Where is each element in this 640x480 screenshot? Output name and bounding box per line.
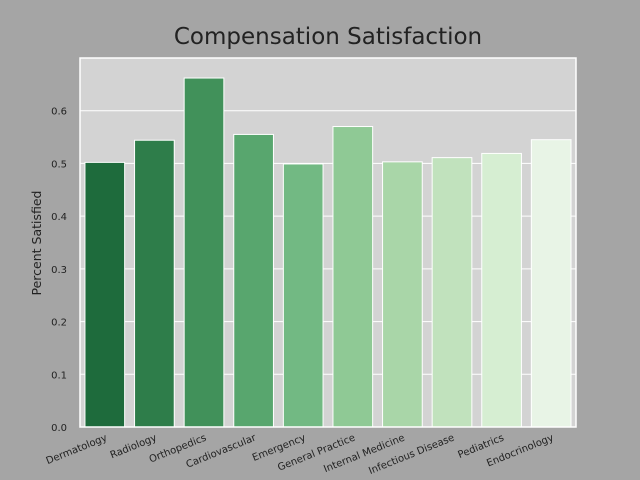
chart-title: Compensation Satisfaction [174, 24, 482, 50]
bar-internal-medicine [382, 161, 423, 428]
x-tick-label: Infectious Disease [367, 433, 456, 477]
bar-radiology [134, 139, 175, 428]
bar-emergency [282, 163, 324, 428]
bar-dermatology [84, 161, 126, 428]
bar-endocrinology [530, 139, 572, 428]
bar-cardiovascular [233, 133, 274, 428]
x-tick-label: Dermatology [45, 433, 109, 468]
y-tick-labels: 0.0 0.1 0.2 0.3 0.4 0.5 0.6 [51, 107, 67, 434]
y-tick-label: 0.1 [51, 370, 67, 381]
y-tick-label: 0.2 [51, 318, 67, 329]
bar-general-practice [332, 126, 374, 428]
y-tick-label: 0.0 [51, 423, 67, 434]
x-tick-labels: Dermatology RadiologyOrthopedicsCardiovas… [45, 432, 556, 477]
bar-orthopedics [183, 77, 225, 428]
y-tick-label: 0.6 [51, 107, 67, 118]
y-tick-label: 0.5 [51, 159, 67, 170]
bar-infectious-disease [431, 157, 473, 428]
plot-frame [79, 57, 577, 428]
bar-pediatrics [481, 152, 522, 428]
y-tick-label: 0.4 [51, 212, 67, 223]
y-axis-label: Percent Satisfied [29, 191, 44, 296]
y-tick-label: 0.3 [51, 265, 67, 276]
